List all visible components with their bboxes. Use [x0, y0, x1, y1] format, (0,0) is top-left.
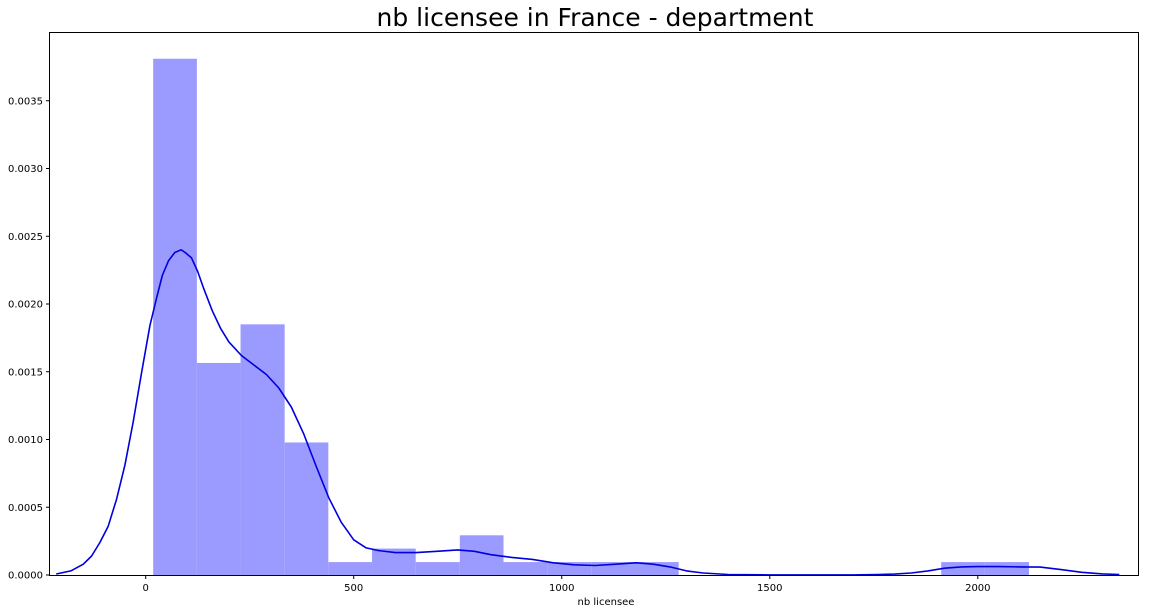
x-tick-label: 1000 — [549, 583, 574, 594]
histogram-bar — [984, 562, 1029, 575]
histogram-bar — [284, 442, 329, 575]
kde-curve-layer — [56, 249, 1120, 576]
y-tick-label: 0.0035 — [8, 96, 43, 107]
x-axis: 0 500 1000 1500 2000 — [143, 575, 991, 594]
y-axis: 0.0000 0.0005 0.0010 0.0015 0.0020 0.0025 0.00… — [8, 96, 50, 582]
y-tick-label: 0.0015 — [8, 367, 43, 378]
y-tick-label: 0.0010 — [8, 435, 43, 446]
histogram-bar — [153, 58, 197, 576]
histogram-bar — [240, 324, 285, 575]
kde-line — [56, 249, 1120, 576]
histogram-bars — [153, 58, 1029, 576]
y-tick-label: 0.0030 — [8, 164, 43, 175]
y-tick-label: 0.0005 — [8, 503, 43, 514]
histogram-bar — [941, 562, 985, 575]
histogram-bar — [503, 562, 548, 575]
x-tick-label: 500 — [344, 583, 363, 594]
x-tick-label: 0 — [143, 583, 149, 594]
y-tick-label: 0.0025 — [8, 232, 43, 243]
x-axis-title: nb licensee — [578, 597, 635, 608]
y-tick-label: 0.0000 — [8, 571, 43, 582]
histogram-bar — [634, 562, 679, 575]
histogram-bar — [196, 362, 241, 575]
x-tick-label: 1500 — [757, 583, 782, 594]
chart-title: nb licensee in France - department — [377, 3, 814, 32]
y-tick-label: 0.0020 — [8, 300, 43, 311]
x-tick-label: 2000 — [965, 583, 990, 594]
histogram-bar — [415, 562, 460, 575]
histogram-bar — [328, 562, 373, 575]
